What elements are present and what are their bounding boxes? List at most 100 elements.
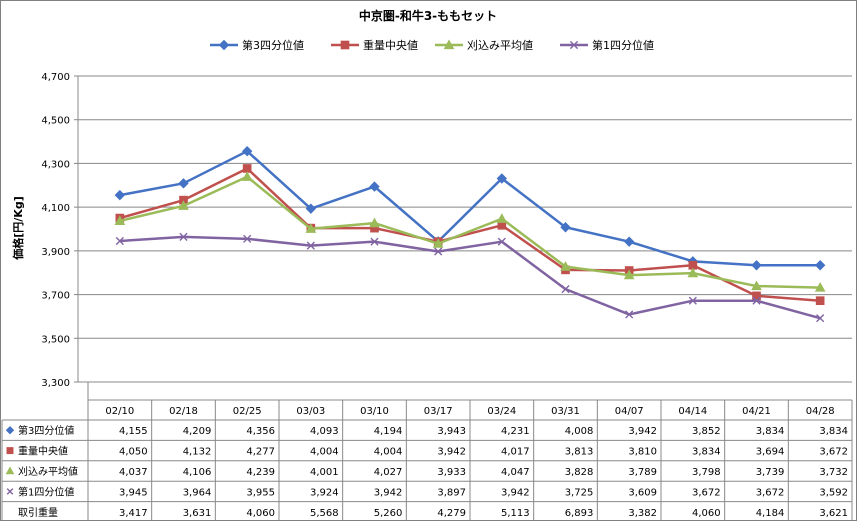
table-cell: 3,955 xyxy=(246,487,275,498)
table-cell: 4,209 xyxy=(183,426,212,437)
y-tick-label: 4,100 xyxy=(41,203,70,214)
data-table: 02/10 02/18 02/25 03/03 03/10 03/17 03/24 03/31… xyxy=(1,382,853,523)
table-cell: 4,050 xyxy=(119,447,148,458)
legend-marker xyxy=(340,40,350,50)
table-cell: 3,592 xyxy=(819,487,848,498)
table-cell: 3,943 xyxy=(437,426,466,437)
data-point xyxy=(242,164,252,173)
data-point xyxy=(369,181,380,192)
data-point xyxy=(560,261,571,271)
table-header-cell: 02/18 xyxy=(169,406,198,417)
legend-label: 刈込み平均値 xyxy=(467,39,533,52)
table-legend-marker xyxy=(5,425,15,435)
y-tick-label: 4,300 xyxy=(41,159,70,170)
table-cell: 4,279 xyxy=(437,508,466,519)
data-point xyxy=(560,222,571,233)
table-cell: 3,852 xyxy=(692,426,721,437)
table-header-cell: 04/14 xyxy=(678,406,707,417)
legend-label: 第3四分位値 xyxy=(242,38,304,52)
legend-item: 第1四分位値 xyxy=(560,38,654,52)
legend-label: 第1四分位値 xyxy=(592,38,654,52)
table-header-cell: 03/10 xyxy=(360,406,389,417)
table-cell: 3,834 xyxy=(756,426,785,437)
data-point xyxy=(497,237,506,246)
table-cell: 4,132 xyxy=(183,447,212,458)
y-axis-label: 価格[円/Kg] xyxy=(11,196,25,260)
table-cell: 3,609 xyxy=(628,487,657,498)
table-cell: 4,017 xyxy=(501,447,530,458)
table-cell: 4,004 xyxy=(374,447,403,458)
data-point xyxy=(814,282,826,292)
table-header-cell: 03/17 xyxy=(424,406,453,417)
data-point xyxy=(814,260,826,271)
data-point xyxy=(114,189,126,201)
data-point xyxy=(561,285,570,294)
table-cell: 4,356 xyxy=(246,426,275,437)
table-cell: 3,417 xyxy=(119,508,148,519)
table-cell: 3,739 xyxy=(756,467,785,478)
table-cell: 3,631 xyxy=(183,508,212,519)
table-cell: 3,964 xyxy=(183,487,212,498)
data-point xyxy=(114,215,126,226)
table-cell: 3,672 xyxy=(756,487,785,498)
table-cell: 4,027 xyxy=(374,467,403,478)
legend-marker xyxy=(218,39,230,51)
data-point xyxy=(751,280,762,291)
table-header-cell: 02/10 xyxy=(105,406,134,417)
data-point xyxy=(241,145,253,157)
data-point xyxy=(241,171,253,181)
table-cell: 4,004 xyxy=(310,447,339,458)
table-cell: 4,093 xyxy=(310,426,339,437)
table-cell: 3,942 xyxy=(628,426,657,437)
legend: 第3四分位値 重量中央値 刈込み平均値 第1四分位値 xyxy=(210,38,654,52)
table-cell: 4,277 xyxy=(246,447,275,458)
table-cell: 3,789 xyxy=(628,467,657,478)
table-header-cell: 02/25 xyxy=(233,406,262,417)
table-cell: 5,113 xyxy=(501,508,530,519)
gridlines xyxy=(77,75,852,383)
y-tick-label: 3,500 xyxy=(41,334,70,345)
table-cell: 5,260 xyxy=(374,508,403,519)
table-cell: 4,060 xyxy=(692,508,721,519)
table-row-label: 第3四分位値 xyxy=(18,424,74,437)
data-point xyxy=(432,238,444,248)
series-line xyxy=(119,235,821,320)
table-cell: 5,568 xyxy=(310,508,339,519)
data-point xyxy=(751,260,762,271)
table-header-cell: 04/07 xyxy=(615,406,644,417)
table-row-label: 取引重量 xyxy=(18,506,58,519)
y-axis-ticks: 3,300 3,500 3,700 3,900 4,100 4,300 4,500 4,700 xyxy=(41,72,78,389)
table-cell: 3,945 xyxy=(119,487,148,498)
table-cell: 3,732 xyxy=(819,467,848,478)
table-cell: 4,060 xyxy=(246,508,275,519)
table-cell: 3,672 xyxy=(692,487,721,498)
table-cell: 4,155 xyxy=(119,426,148,437)
data-point xyxy=(816,314,825,323)
table-cell: 3,933 xyxy=(437,467,466,478)
table-legend-marker xyxy=(6,447,14,455)
table-cell: 4,008 xyxy=(565,426,594,437)
data-point xyxy=(115,236,124,246)
series-3 xyxy=(114,171,826,292)
data-point xyxy=(306,241,315,250)
chart-title: 中京圏-和牛3-ももセット xyxy=(359,8,497,23)
table-legend-marker xyxy=(6,488,14,495)
table-header-cell: 03/03 xyxy=(296,406,325,417)
data-point xyxy=(688,296,697,305)
table-cell: 3,942 xyxy=(374,487,403,498)
legend-item: 刈込み平均値 xyxy=(435,39,533,52)
table-row-label: 第1四分位値 xyxy=(18,485,74,498)
table-cell: 4,106 xyxy=(183,467,212,478)
table-cell: 3,828 xyxy=(565,467,594,478)
table-cell: 3,725 xyxy=(565,487,594,498)
series-line xyxy=(119,149,821,267)
table-cell: 3,810 xyxy=(628,447,657,458)
table-header-cell: 03/24 xyxy=(487,406,516,417)
table-cell: 4,184 xyxy=(756,508,785,519)
table-header-cell: 03/31 xyxy=(551,406,580,417)
legend-item: 第3四分位値 xyxy=(210,38,304,52)
series-4 xyxy=(115,232,825,323)
table-cell: 3,672 xyxy=(819,447,848,458)
legend-marker xyxy=(569,40,579,50)
